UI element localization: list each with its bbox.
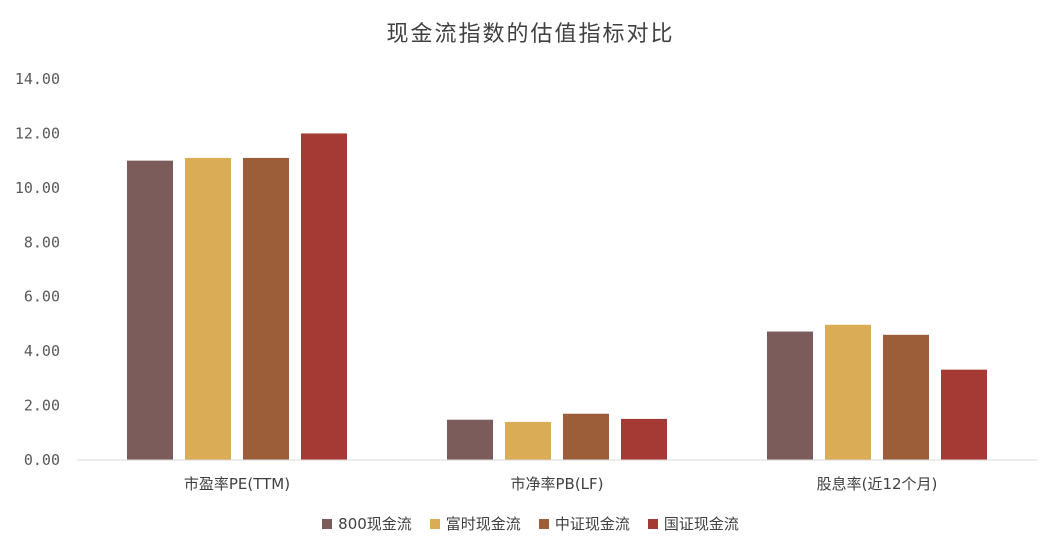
bar bbox=[127, 160, 173, 460]
y-tick-label: 0.00 bbox=[24, 451, 60, 469]
bar bbox=[301, 133, 347, 460]
bar bbox=[185, 157, 231, 460]
legend-label: 富时现金流 bbox=[445, 515, 521, 533]
bar bbox=[563, 413, 609, 460]
legend-label: 国证现金流 bbox=[663, 515, 739, 533]
legend-swatch bbox=[647, 518, 658, 529]
category-label: 市盈率PE(TTM) bbox=[184, 475, 290, 493]
y-tick-label: 2.00 bbox=[24, 397, 60, 415]
category-label: 股息率(近12个月) bbox=[817, 475, 938, 493]
bar bbox=[505, 421, 551, 460]
legend-item: 中证现金流 bbox=[538, 513, 630, 534]
bar bbox=[243, 157, 289, 460]
bar bbox=[941, 369, 987, 460]
y-tick-label: 10.00 bbox=[15, 179, 60, 197]
bar bbox=[447, 419, 493, 460]
legend-item: 800现金流 bbox=[322, 513, 412, 534]
category-label: 市净率PB(LF) bbox=[510, 475, 603, 493]
bar bbox=[621, 418, 667, 460]
category-labels: 市盈率PE(TTM) 市净率PB(LF) 股息率(近12个月) bbox=[184, 475, 938, 493]
bar bbox=[883, 334, 929, 460]
legend-swatch bbox=[322, 518, 333, 529]
legend-item: 富时现金流 bbox=[429, 513, 521, 534]
legend-swatch bbox=[538, 518, 549, 529]
y-tick-label: 14.00 bbox=[15, 70, 60, 88]
bar bbox=[767, 331, 813, 460]
y-tick-label: 6.00 bbox=[24, 288, 60, 306]
chart-title: 现金流指数的估值指标对比 bbox=[386, 22, 675, 47]
bar bbox=[825, 324, 871, 460]
bar-chart: 0.00 2.00 4.00 6.00 8.00 10.00 12.00 14.00 市盈率P… bbox=[15, 70, 1037, 493]
y-tick-label: 12.00 bbox=[15, 124, 60, 142]
legend-label: 中证现金流 bbox=[554, 515, 630, 533]
legend: 800现金流 富时现金流 中证现金流 国证现金流 bbox=[0, 513, 1061, 534]
bars bbox=[127, 133, 987, 460]
legend-swatch bbox=[429, 518, 440, 529]
legend-label: 800现金流 bbox=[338, 515, 412, 533]
y-axis-ticks: 0.00 2.00 4.00 6.00 8.00 10.00 12.00 14.00 bbox=[15, 70, 60, 469]
y-tick-label: 8.00 bbox=[24, 233, 60, 251]
y-tick-label: 4.00 bbox=[24, 342, 60, 360]
legend-item: 国证现金流 bbox=[647, 513, 739, 534]
